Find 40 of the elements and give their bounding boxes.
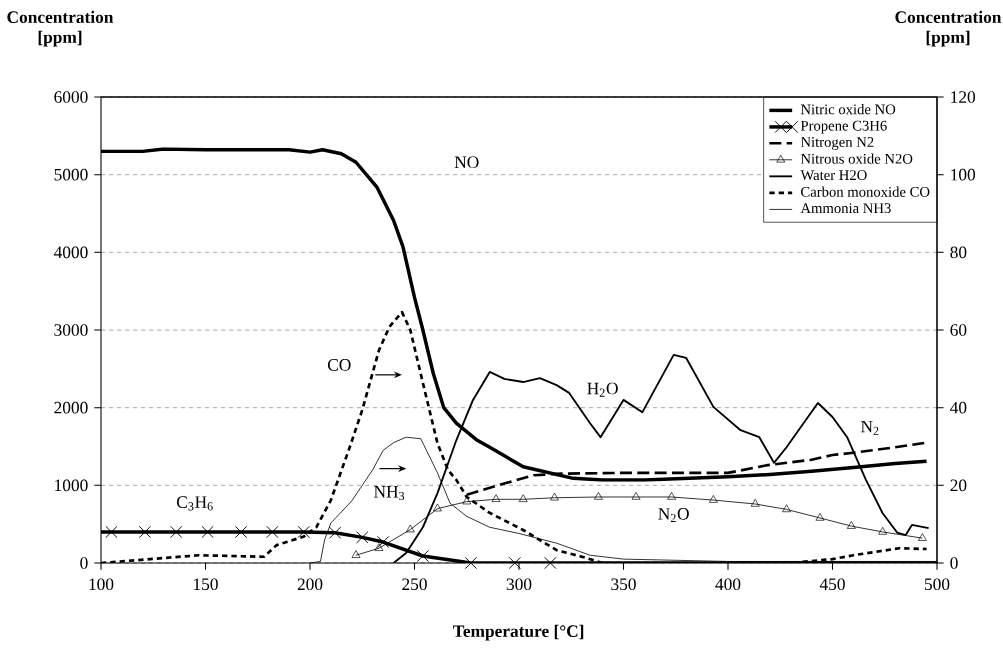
y2-tick-label: 0 xyxy=(950,557,958,569)
x-tick-label: 400 xyxy=(715,578,741,591)
x-tick-label: 350 xyxy=(611,578,636,591)
legend-label: Nitrogen N2 xyxy=(800,137,874,150)
annotation: NH$_{3}$ xyxy=(374,486,405,501)
y2-tick-label: 40 xyxy=(950,401,967,414)
x-tick-label: 250 xyxy=(402,578,427,591)
x-tick-label: 300 xyxy=(506,578,532,591)
y-tick-label: 5000 xyxy=(54,168,88,181)
legend-label: Propene C3H6 xyxy=(800,120,887,134)
y-tick-label: 3000 xyxy=(54,324,88,336)
x-tick-label: 450 xyxy=(819,578,845,591)
annotation: H$_{2}$O xyxy=(587,382,618,397)
y2-tick-label: 80 xyxy=(950,246,967,259)
y-tick-label: 2000 xyxy=(54,401,88,414)
x-tick-label: 200 xyxy=(297,578,323,591)
legend-label: Ammonia NH3 xyxy=(800,203,891,214)
x-tick-label: 500 xyxy=(925,578,950,591)
y2-axis-title: Concentration [ppm] xyxy=(895,10,1002,47)
y-tick-label: 6000 xyxy=(54,91,88,103)
y2-tick-label: 120 xyxy=(951,91,976,103)
legend-label: Nitric oxide NO xyxy=(800,104,896,115)
annotation: N$_{2}$O xyxy=(658,508,689,522)
annotation: N$_{2}$ xyxy=(861,420,879,435)
y2-tick-label: 60 xyxy=(950,324,967,336)
y2-tick-label: 20 xyxy=(950,479,967,492)
legend-label: Water H2O xyxy=(800,170,867,181)
annotation: C$_{3}$H$_{6}$ xyxy=(176,496,213,511)
legend-label: Nitrous oxide N2O xyxy=(800,153,913,164)
x-tick-label: 100 xyxy=(89,578,114,591)
annotation: NO xyxy=(454,156,479,169)
y-axis-title: Concentration [ppm] xyxy=(7,10,114,47)
y-tick-label: 4000 xyxy=(53,246,88,259)
y-tick-label: 0 xyxy=(80,557,88,569)
y-tick-label: 1000 xyxy=(55,479,88,492)
legend-label: Carbon monoxide CO xyxy=(801,186,930,197)
y2-tick-label: 100 xyxy=(951,168,976,181)
x-tick-label: 150 xyxy=(194,578,218,591)
annotation: CO xyxy=(327,359,351,371)
x-axis-title: Temperature [°C] xyxy=(453,624,584,641)
